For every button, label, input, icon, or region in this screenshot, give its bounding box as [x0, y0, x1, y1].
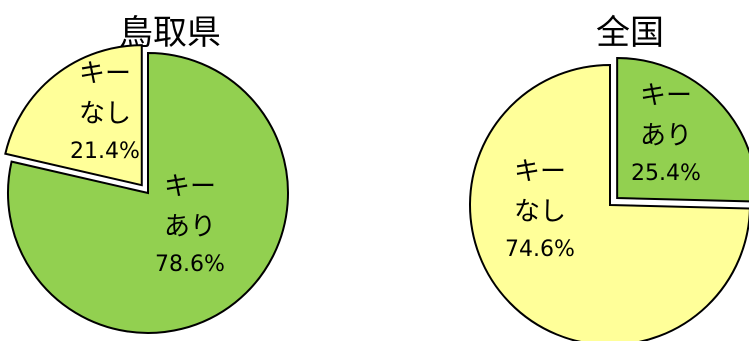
slice-label: キーあり — [164, 172, 216, 242]
slice-label: キーあり — [640, 81, 692, 151]
pie-slice — [616, 57, 749, 203]
pie-slice — [469, 63, 749, 341]
slice-value-label: 21.4% — [70, 139, 140, 164]
slice-label: キーなし — [514, 157, 566, 227]
pie-slice — [7, 51, 289, 334]
slice-value-label: 25.4% — [631, 161, 701, 186]
chart-title: 全国 — [596, 13, 664, 53]
slice-value-label: 78.6% — [155, 252, 225, 277]
slice-value-label: 74.6% — [505, 237, 575, 262]
pie-slice — [4, 44, 143, 187]
slice-label: キーなし — [79, 59, 131, 129]
